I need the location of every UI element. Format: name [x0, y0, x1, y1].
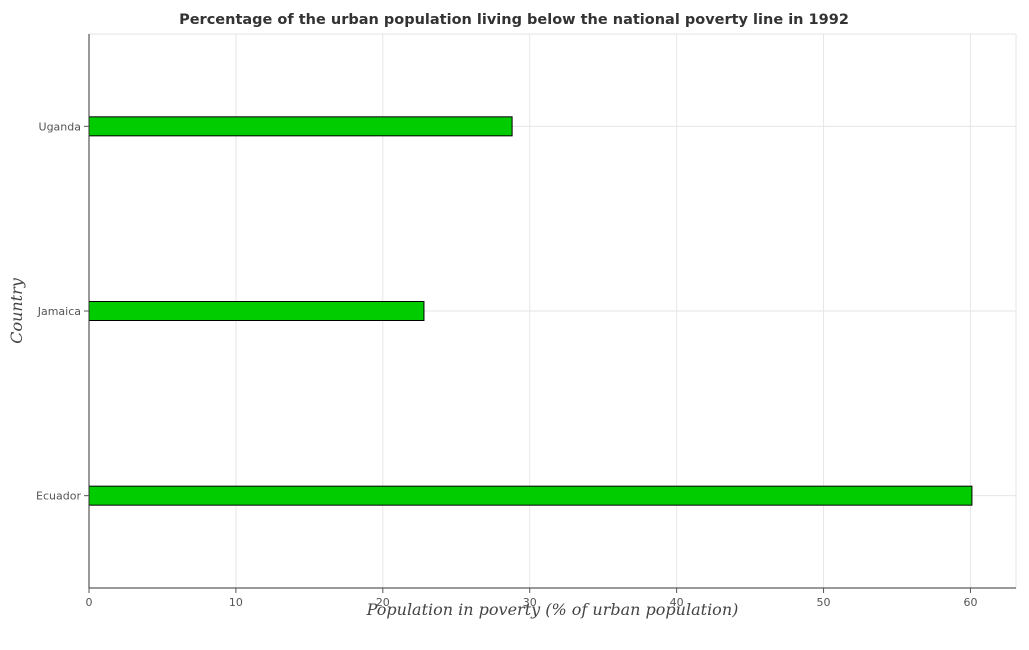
y-tick-label: Jamaica: [37, 305, 81, 318]
bar-uganda: [88, 116, 513, 137]
chart-title: Percentage of the urban population livin…: [179, 12, 849, 28]
y-tick-label: Ecuador: [36, 490, 81, 503]
x-tick-label: 10: [229, 596, 243, 609]
tick-labels: 0 10 20 30 40 50 60 Ecuador Jamaica Uganda: [36, 120, 977, 609]
x-tick-label: 30: [523, 596, 537, 609]
x-tick-label: 60: [963, 596, 977, 609]
x-tick-label: 0: [86, 596, 93, 609]
y-tick-label: Uganda: [39, 120, 81, 133]
x-tick-label: 40: [670, 596, 684, 609]
bar-ecuador: [88, 485, 973, 506]
x-tick-label: 50: [817, 596, 831, 609]
y-axis-label: Country: [7, 277, 26, 344]
x-axis-label: Population in poverty (% of urban popula…: [366, 600, 739, 619]
x-tick-label: 20: [376, 596, 390, 609]
axes: [84, 34, 1016, 593]
bar-jamaica: [88, 301, 425, 321]
